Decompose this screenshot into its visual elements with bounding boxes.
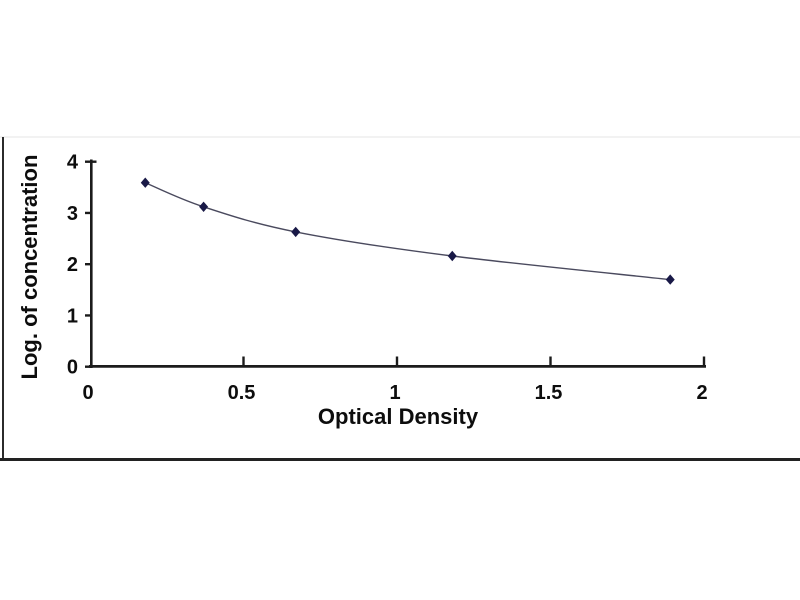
y-tick-label: 1 [67,305,78,327]
standard-curve-line [144,182,671,281]
y-tick-label: 4 [67,152,79,174]
x-tick-label: 2 [696,382,707,404]
data-point-marker [447,250,457,262]
y-axis-title: Log. of concentration [17,154,42,380]
x-tick-label: 0.5 [228,382,256,404]
y-tick-label: 2 [67,254,78,276]
x-tick-label: 1.5 [535,382,563,404]
image-top-edge [0,136,800,138]
data-point-marker [199,201,209,212]
data-point-marker [665,274,675,285]
data-point-marker [291,226,301,238]
image-left-border [2,137,4,461]
data-point-marker [140,177,150,188]
y-tick-label: 0 [67,357,78,379]
y-tick-label: 3 [67,203,78,225]
x-tick-label: 0 [82,382,93,404]
x-tick-label: 1 [389,382,400,404]
x-axis-title: Optical Density [317,404,479,429]
image-bottom-border [0,458,800,461]
